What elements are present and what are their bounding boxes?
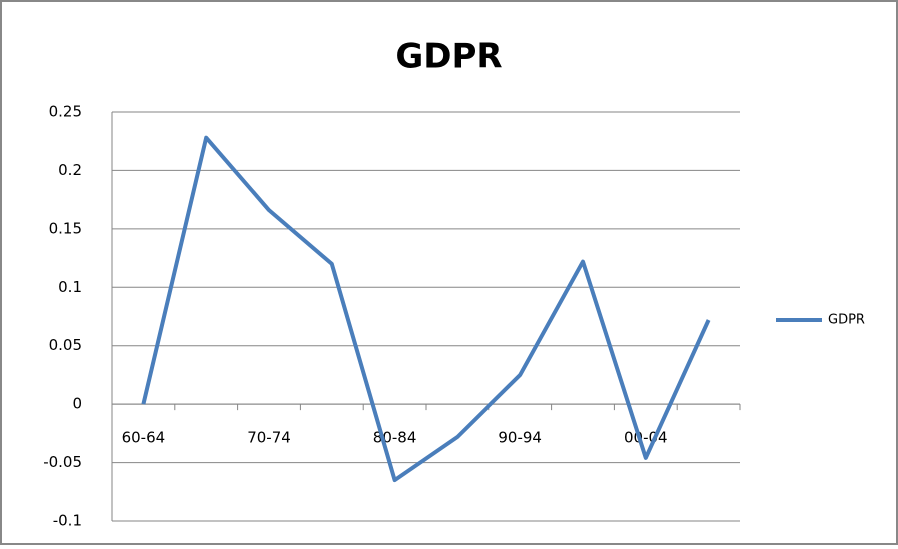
x-tick-label: 60-64 [122, 429, 166, 447]
chart-title: GDPR [395, 37, 502, 77]
y-tick-label: 0.25 [49, 103, 82, 121]
x-tick-label: 70-74 [247, 429, 291, 447]
x-tick-label: 00-04 [624, 429, 668, 447]
y-tick-label: 0.2 [58, 161, 82, 179]
y-tick-label: -0.1 [53, 512, 82, 530]
y-tick-label: 0.1 [58, 278, 82, 296]
y-tick-label: 0 [72, 395, 82, 413]
y-tick-label: -0.05 [43, 453, 82, 471]
series-line [141, 135, 711, 483]
y-tick-label: 0.15 [49, 219, 82, 237]
x-tick-label: 90-94 [498, 429, 542, 447]
legend-label: GDPR [828, 313, 865, 328]
y-tick-label: 0.05 [49, 336, 82, 354]
